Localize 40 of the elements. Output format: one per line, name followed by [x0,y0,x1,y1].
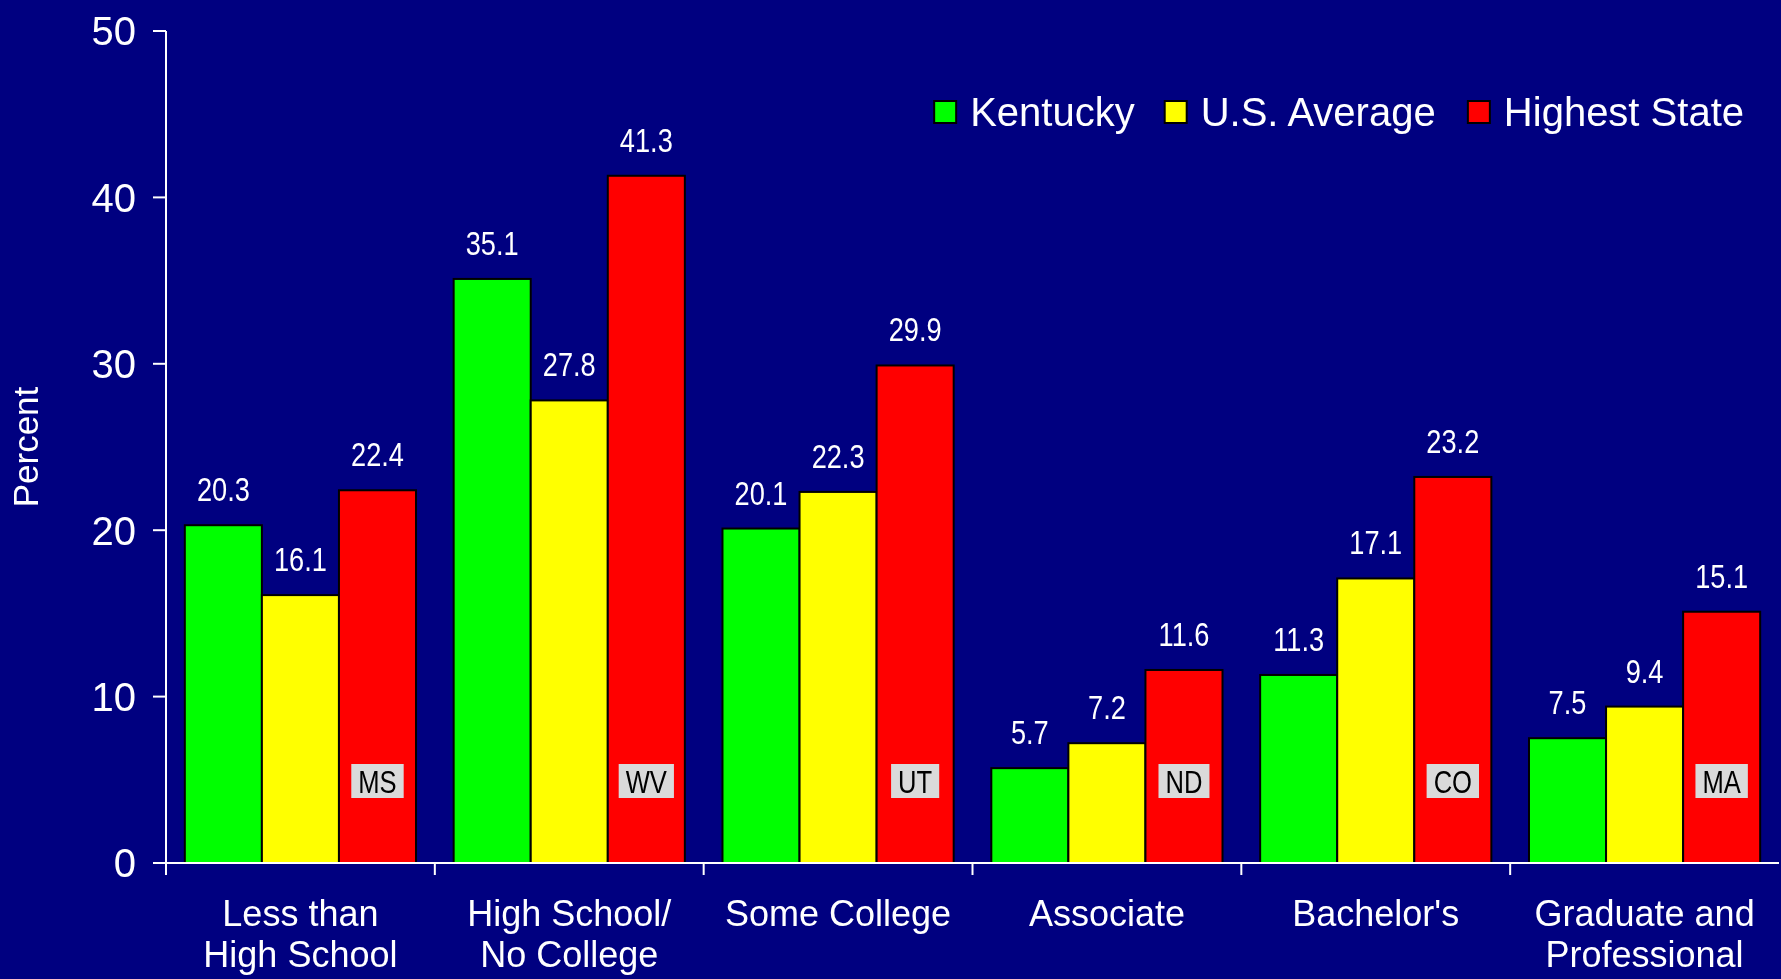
data-label: 22.3 [811,437,865,476]
data-label: 11.6 [1158,615,1210,654]
y-tick-label: 0 [113,841,136,886]
x-tick-label: Bachelor's [1292,893,1460,934]
x-tick-label: Graduate and Professional [1534,893,1755,975]
data-label: 23.2 [1426,422,1480,461]
data-label: 35.1 [465,224,519,263]
legend-label: Kentucky [970,90,1135,134]
data-label: 11.3 [1273,620,1325,659]
legend-label: U.S. Average [1200,90,1436,134]
annotation: MA [1702,763,1742,800]
data-label: 20.1 [734,473,788,513]
data-label: 41.3 [619,120,673,160]
data-label: 7.5 [1548,683,1587,722]
x-tick-label: High School/ No College [467,893,672,975]
data-label: 7.2 [1088,688,1126,727]
data-label: 5.7 [1010,713,1049,752]
x-tick-label: Less than High School [203,893,398,975]
y-tick-label: 10 [91,675,136,719]
data-label: 20.3 [196,470,250,509]
y-axis-title: Percent [6,386,45,508]
annotation: MS [358,763,397,800]
y-tick-label: 40 [91,175,136,220]
data-label: 9.4 [1625,651,1664,691]
legend-label: Highest State [1503,90,1744,134]
data-label: 17.1 [1349,523,1403,563]
data-label: 16.1 [273,540,327,579]
y-tick-label: 30 [91,342,136,387]
data-label: 27.8 [542,345,596,385]
annotation: WV [625,763,668,800]
data-label: 29.9 [888,310,942,350]
data-label: 15.1 [1695,556,1749,596]
annotation: ND [1165,763,1203,800]
x-tick-label: Associate [1028,893,1185,934]
annotation: UT [898,763,933,800]
y-tick-label: 20 [91,508,136,553]
annotation: CO [1433,763,1473,800]
data-label: 22.4 [351,435,404,474]
y-tick-label: 50 [91,9,136,54]
x-tick-label: Some College [725,893,952,934]
